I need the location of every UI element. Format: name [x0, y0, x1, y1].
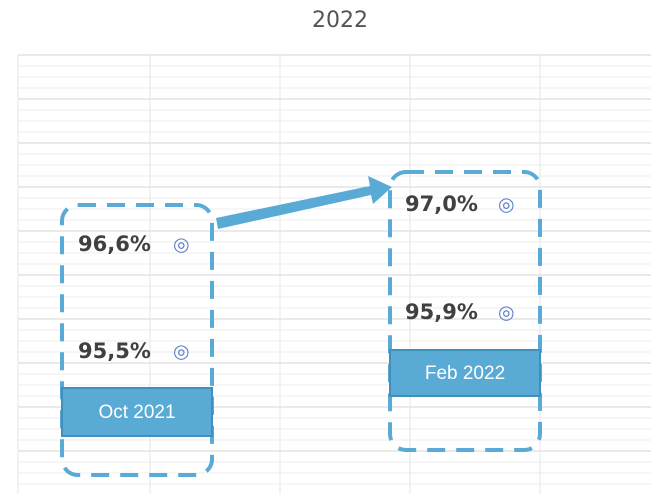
- group-frame: [388, 170, 542, 452]
- percent: 95,5%: [78, 339, 151, 363]
- title: 2022: [312, 8, 368, 33]
- icon: ◎: [173, 341, 190, 363]
- group-frame: [60, 203, 214, 477]
- label-box: [61, 387, 213, 437]
- icon: ◎: [498, 194, 515, 216]
- percent: 97,0%: [405, 192, 478, 216]
- group-label: Oct 2021: [98, 402, 175, 423]
- arrow: [216, 176, 392, 229]
- label-box: [389, 349, 541, 397]
- icon: ◎: [173, 234, 190, 256]
- group-label: Feb 2022: [425, 363, 505, 384]
- icon: ◎: [498, 302, 515, 324]
- percent: 96,6%: [78, 232, 151, 256]
- percent: 95,9%: [405, 300, 478, 324]
